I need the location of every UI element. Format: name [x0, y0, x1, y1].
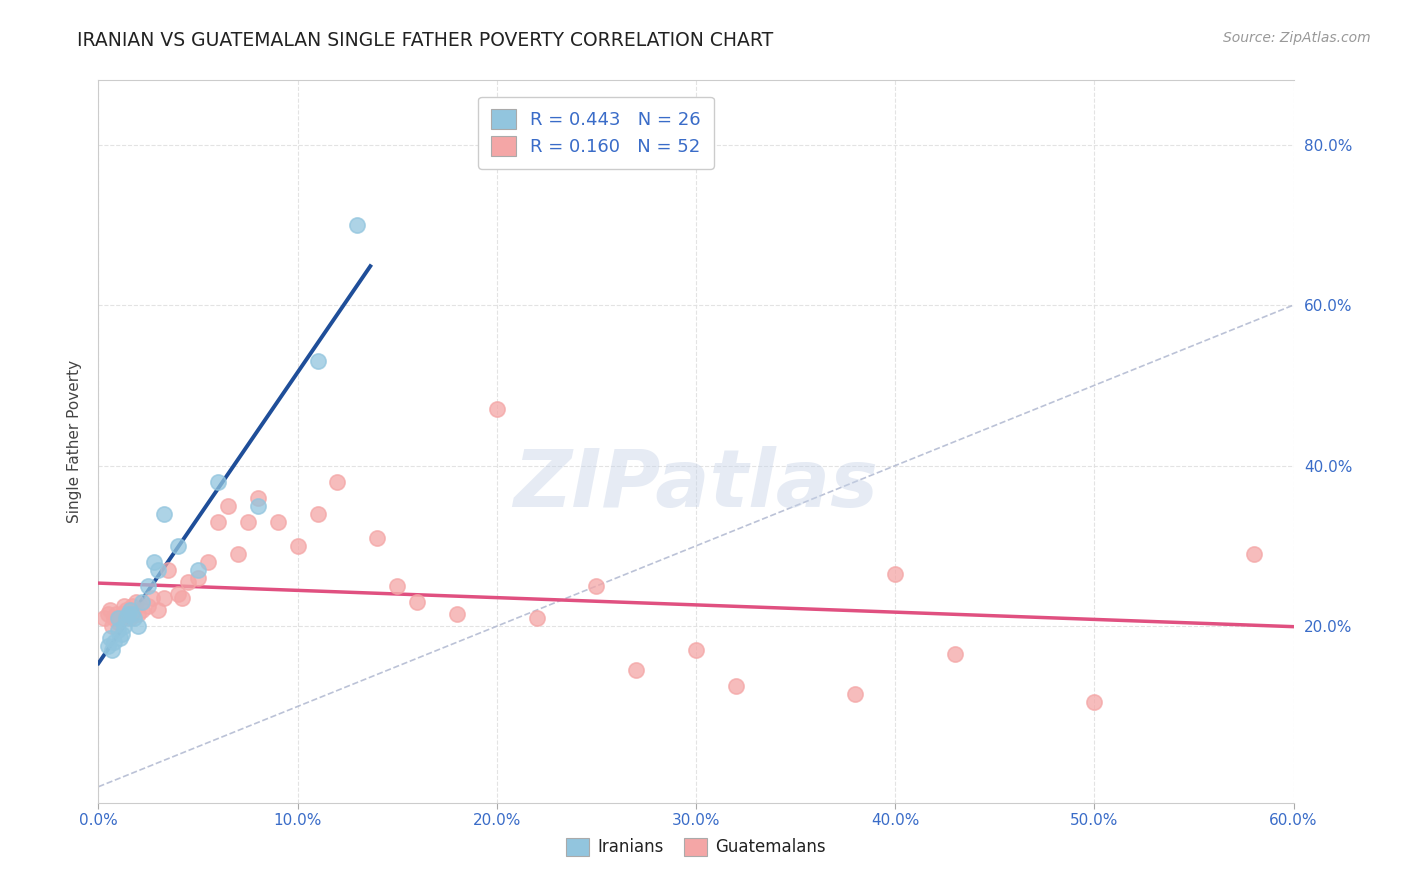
Point — [141, 591, 163, 606]
Point — [307, 507, 329, 521]
Point — [307, 354, 329, 368]
Point — [385, 579, 409, 593]
Point — [148, 603, 170, 617]
Point — [111, 607, 134, 621]
Point — [187, 563, 209, 577]
Point — [127, 619, 149, 633]
Point — [326, 475, 349, 489]
Point — [117, 607, 139, 621]
Point — [98, 632, 122, 646]
Point — [98, 603, 122, 617]
Text: Source: ZipAtlas.com: Source: ZipAtlas.com — [1223, 31, 1371, 45]
Point — [121, 599, 143, 614]
Point — [724, 680, 747, 694]
Point — [117, 607, 139, 621]
Point — [526, 611, 548, 625]
Point — [136, 599, 159, 614]
Legend: Iranians, Guatemalans: Iranians, Guatemalans — [560, 831, 832, 863]
Point — [884, 567, 907, 582]
Point — [105, 607, 128, 621]
Point — [844, 687, 866, 701]
Point — [93, 611, 115, 625]
Point — [121, 607, 143, 621]
Point — [107, 611, 129, 625]
Point — [103, 611, 125, 625]
Point — [217, 499, 239, 513]
Point — [153, 507, 176, 521]
Point — [101, 643, 124, 657]
Point — [172, 591, 194, 606]
Point — [136, 579, 159, 593]
Point — [226, 547, 249, 561]
Point — [246, 499, 269, 513]
Point — [110, 632, 132, 646]
Point — [110, 611, 132, 625]
Point — [131, 595, 153, 609]
Y-axis label: Single Father Poverty: Single Father Poverty — [67, 360, 83, 523]
Point — [101, 619, 124, 633]
Point — [267, 515, 290, 529]
Point — [1243, 547, 1265, 561]
Point — [177, 574, 200, 589]
Point — [187, 571, 209, 585]
Point — [112, 619, 135, 633]
Point — [207, 515, 229, 529]
Point — [197, 555, 219, 569]
Point — [207, 475, 229, 489]
Point — [446, 607, 468, 621]
Point — [107, 623, 129, 637]
Point — [406, 595, 429, 609]
Point — [1083, 696, 1105, 710]
Point — [366, 531, 388, 545]
Point — [111, 627, 134, 641]
Point — [148, 563, 170, 577]
Point — [287, 539, 309, 553]
Point — [157, 563, 180, 577]
Point — [236, 515, 259, 529]
Text: IRANIAN VS GUATEMALAN SINGLE FATHER POVERTY CORRELATION CHART: IRANIAN VS GUATEMALAN SINGLE FATHER POVE… — [77, 31, 773, 50]
Point — [246, 491, 269, 505]
Point — [127, 607, 149, 621]
Point — [124, 603, 146, 617]
Point — [143, 555, 166, 569]
Point — [485, 402, 508, 417]
Point — [131, 603, 153, 617]
Point — [585, 579, 607, 593]
Text: ZIPatlas: ZIPatlas — [513, 446, 879, 524]
Point — [167, 587, 190, 601]
Point — [103, 635, 125, 649]
Point — [685, 643, 707, 657]
Point — [115, 603, 138, 617]
Point — [115, 611, 138, 625]
Point — [153, 591, 176, 606]
Point — [124, 611, 146, 625]
Point — [120, 611, 142, 625]
Point — [626, 664, 648, 678]
Point — [107, 615, 129, 630]
Point — [167, 539, 190, 553]
Point — [112, 599, 135, 614]
Point — [125, 595, 148, 609]
Point — [120, 603, 142, 617]
Point — [346, 218, 368, 232]
Point — [943, 648, 966, 662]
Point — [97, 639, 120, 653]
Point — [97, 607, 120, 621]
